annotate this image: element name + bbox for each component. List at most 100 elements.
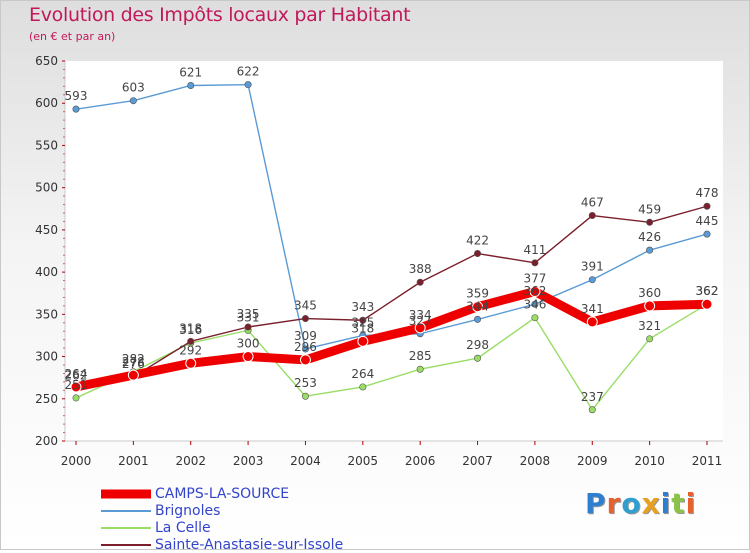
data-label: 603 [122,81,145,95]
data-point [474,250,482,258]
data-label: 300 [237,337,260,351]
data-label: 422 [466,234,489,248]
legend-item-brignoles: Brignoles [101,502,343,519]
data-point [72,105,80,113]
y-tick-label: 400 [35,265,58,279]
data-label: 344 [466,299,489,313]
data-point [301,392,309,400]
data-point [531,259,539,267]
data-point [588,276,596,284]
x-tick-label: 2008 [520,454,551,468]
data-label: 334 [409,308,432,322]
x-tick-label: 2007 [462,454,493,468]
data-label: 327 [409,314,432,328]
data-label: 621 [179,65,202,79]
data-label: 264 [65,367,88,381]
data-label: 278 [122,355,145,369]
data-point [703,230,711,238]
plot-area [65,61,723,441]
y-tick-label: 350 [35,307,58,321]
data-point [242,351,254,363]
data-point [129,97,137,105]
data-label: 467 [581,196,604,210]
data-point [472,301,484,313]
data-point [416,365,424,373]
data-label: 285 [409,349,432,363]
data-label: 341 [581,302,604,316]
data-point [299,354,311,366]
y-tick-label: 650 [35,54,58,68]
x-tick-label: 2011 [692,454,723,468]
data-point [187,81,195,89]
data-label: 309 [294,329,317,343]
data-label: 391 [581,260,604,274]
data-label: 359 [466,287,489,301]
data-label: 345 [294,299,317,313]
series-line-3 [75,205,708,390]
x-tick-label: 2001 [118,454,149,468]
data-label: 346 [523,298,546,312]
x-tick-label: 2000 [61,454,92,468]
y-tick-label: 450 [35,223,58,237]
data-label: 282 [122,352,145,366]
data-point [359,383,367,391]
data-label: 292 [179,343,202,357]
data-point [301,345,309,353]
proxiti-logo: Proxiti [585,487,697,520]
data-label: 362 [523,284,546,298]
data-label: 377 [523,272,546,286]
data-point [586,316,598,328]
legend-item-la-celle: La Celle [101,519,343,536]
data-point [701,298,713,310]
data-label: 478 [696,186,719,200]
data-point [187,337,195,345]
chart-subtitle: (en € et par an) [29,30,116,43]
data-point [70,381,82,393]
data-point [646,218,654,226]
data-point [244,323,252,331]
data-label: 459 [638,202,661,216]
y-tick-label: 500 [35,181,58,195]
data-label: 388 [409,262,432,276]
data-point [646,335,654,343]
data-point [359,316,367,324]
legend-item-camps: CAMPS-LA-SOURCE [101,485,343,502]
data-point [414,322,426,334]
data-point [703,202,711,210]
data-label: 593 [65,89,88,103]
legend-label: Brignoles [155,502,221,519]
data-label: 343 [351,300,374,314]
data-label: 360 [638,286,661,300]
y-tick-label: 600 [35,96,58,110]
data-point [416,278,424,286]
data-label: 276 [122,357,145,371]
data-point [244,81,252,89]
legend-label: La Celle [155,519,211,536]
data-label: 264 [351,367,374,381]
data-label: 622 [237,65,260,79]
data-label: 325 [351,315,374,329]
data-label: 318 [351,321,374,335]
data-label: 316 [179,323,202,337]
y-tick-label: 250 [35,392,58,406]
x-tick-label: 2003 [233,454,264,468]
data-point [531,314,539,322]
legend-swatch [101,526,151,529]
x-tick-label: 2002 [175,454,206,468]
data-point [474,315,482,323]
legend-item-sainte-anastasie: Sainte-Anastasie-sur-Issole [101,536,343,553]
legend-label: Sainte-Anastasie-sur-Issole [155,536,344,553]
x-tick-label: 2004 [290,454,321,468]
data-label: 426 [638,230,661,244]
data-point [531,300,539,308]
data-label: 331 [237,310,260,324]
y-tick-label: 300 [35,350,58,364]
legend-swatch [101,489,151,498]
data-point [72,394,80,402]
data-point [357,335,369,347]
data-label: 321 [638,319,661,333]
data-point [127,369,139,381]
data-label: 296 [294,340,317,354]
x-tick-label: 2010 [634,454,665,468]
